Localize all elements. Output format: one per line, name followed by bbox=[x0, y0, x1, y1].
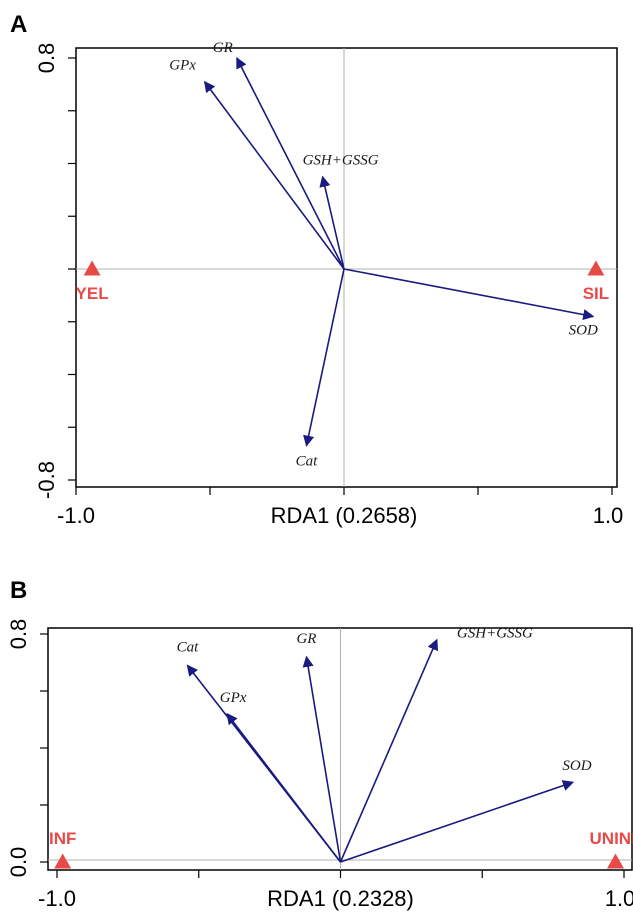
site-label: YEL bbox=[76, 284, 109, 303]
x-axis-title: RDA1 (0.2328) bbox=[267, 886, 414, 911]
panel-b: B Cat GPx GR GSH+GSSG SOD INF UNINF 0.8 0.0 -… bbox=[6, 577, 633, 911]
vector-gpx: GPx bbox=[220, 690, 342, 863]
vector-label: GR bbox=[296, 631, 316, 647]
site-label: INF bbox=[49, 829, 76, 848]
x-tick-label-left: -1.0 bbox=[38, 886, 76, 911]
vector-gr: GR bbox=[213, 40, 345, 270]
site-yel: YEL bbox=[76, 260, 109, 303]
axis-ticks bbox=[40, 633, 625, 878]
vector-arrows: GPx GR GSH+GSSG SOD Cat bbox=[169, 40, 598, 470]
vector-label: Cat bbox=[296, 454, 319, 470]
site-sil: SIL bbox=[583, 260, 609, 303]
site-marker-triangle bbox=[587, 260, 605, 276]
vector-arrow bbox=[343, 268, 595, 321]
vector-arrow bbox=[236, 57, 345, 270]
y-tick-label-bottom: 0.0 bbox=[6, 847, 31, 878]
vector-cat: Cat bbox=[296, 268, 345, 470]
vector-gsh-gssg: GSH+GSSG bbox=[339, 626, 533, 863]
vector-label: GSH+GSSG bbox=[303, 153, 379, 169]
vector-label: GR bbox=[213, 40, 233, 56]
vector-arrow bbox=[339, 638, 439, 863]
site-marker-triangle bbox=[83, 260, 101, 276]
site-markers: YEL SIL bbox=[76, 260, 609, 303]
vector-arrow bbox=[226, 712, 342, 863]
x-tick-label-right: 1.0 bbox=[593, 503, 624, 528]
site-marker-triangle bbox=[606, 853, 624, 869]
site-inf: INF bbox=[49, 829, 76, 869]
vector-arrow bbox=[340, 780, 575, 863]
plot-frame bbox=[75, 47, 618, 488]
vector-gsh-gssg: GSH+GSSG bbox=[303, 153, 379, 270]
panel-a: A GPx GR GSH+GSSG SOD Cat YEL SIL 0.8 -0.8 -1… bbox=[10, 11, 623, 528]
vector-label: GPx bbox=[169, 58, 196, 74]
panel-letter: B bbox=[10, 577, 27, 604]
x-tick-label-right: 1.0 bbox=[605, 886, 633, 911]
vector-sod: SOD bbox=[340, 758, 592, 863]
vector-sod: SOD bbox=[343, 268, 598, 338]
vector-label: SOD bbox=[569, 322, 598, 338]
y-tick-label-bottom: -0.8 bbox=[34, 461, 59, 499]
crosshair-lines bbox=[48, 628, 632, 870]
vector-label: Cat bbox=[177, 639, 200, 655]
vector-gr: GR bbox=[296, 631, 342, 863]
crosshair-lines bbox=[76, 48, 617, 487]
x-axis-title: RDA1 (0.2658) bbox=[271, 503, 418, 528]
panel-letter: A bbox=[10, 11, 27, 38]
site-uninf: UNINF bbox=[590, 829, 633, 869]
site-label: UNINF bbox=[590, 829, 633, 848]
vector-label: GPx bbox=[220, 690, 247, 706]
y-tick-label-top: 0.8 bbox=[6, 619, 31, 650]
vector-arrow bbox=[302, 655, 342, 863]
site-marker-triangle bbox=[54, 853, 72, 869]
site-label: SIL bbox=[583, 284, 609, 303]
vector-arrow bbox=[319, 175, 345, 270]
vector-arrow bbox=[203, 80, 345, 270]
axis-ticks bbox=[68, 57, 613, 495]
x-tick-label-left: -1.0 bbox=[57, 503, 95, 528]
vector-label: GSH+GSSG bbox=[457, 626, 533, 642]
vector-label: SOD bbox=[562, 758, 591, 774]
vector-arrows: Cat GPx GR GSH+GSSG SOD bbox=[177, 626, 592, 863]
y-tick-label-top: 0.8 bbox=[34, 43, 59, 74]
vector-gpx: GPx bbox=[169, 58, 345, 270]
site-markers: INF UNINF bbox=[49, 829, 633, 869]
vector-arrow bbox=[303, 268, 345, 447]
